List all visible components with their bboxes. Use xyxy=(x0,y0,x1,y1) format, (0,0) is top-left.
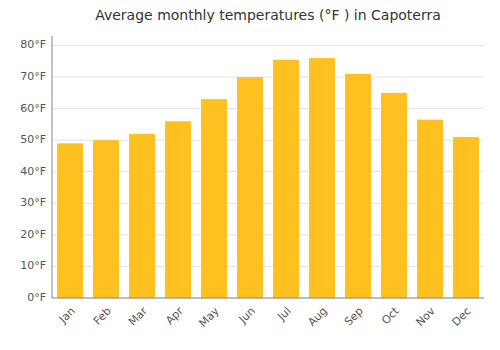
bar xyxy=(453,137,479,298)
y-tick-label: 80°F xyxy=(20,38,46,51)
bar xyxy=(273,60,299,298)
y-ticks: 0°F 10°F 20°F 30°F 40°F 50°F 60°F 70°F 80°F xyxy=(20,38,46,304)
y-tick-label: 0°F xyxy=(27,291,46,304)
x-axis-line xyxy=(52,298,484,299)
bar xyxy=(129,134,155,298)
bar xyxy=(381,93,407,298)
x-tick-label: Oct xyxy=(379,304,402,327)
chart: 0°F 10°F 20°F 30°F 40°F 50°F 60°F 70°F 80°F Jan Fe… xyxy=(0,0,500,350)
x-tick-label: May xyxy=(196,304,222,330)
y-tick-label: 30°F xyxy=(20,196,46,209)
x-tick-label: Jan xyxy=(56,305,78,327)
bar xyxy=(309,58,335,298)
grid-line xyxy=(52,77,484,78)
bar xyxy=(165,121,191,298)
bars xyxy=(57,58,479,298)
x-tick-label: Nov xyxy=(413,304,438,329)
bar xyxy=(57,143,83,298)
bar xyxy=(345,74,371,298)
x-tick-label: Aug xyxy=(305,305,329,329)
bar xyxy=(201,99,227,298)
y-tick-label: 50°F xyxy=(20,133,46,146)
grid xyxy=(52,45,484,298)
x-tick-label: Feb xyxy=(91,305,114,328)
grid-line xyxy=(52,298,484,299)
y-tick-label: 10°F xyxy=(20,259,46,272)
grid-line xyxy=(52,45,484,46)
bar xyxy=(237,77,263,298)
y-tick-label: 60°F xyxy=(20,102,46,115)
x-tick-label: Dec xyxy=(450,305,474,329)
y-tick-label: 20°F xyxy=(20,228,46,241)
bar xyxy=(93,140,119,298)
x-tick-label: Apr xyxy=(163,304,186,327)
y-axis-line xyxy=(52,36,53,298)
x-tick-label: Jun xyxy=(236,305,258,327)
y-tick-label: 40°F xyxy=(20,165,46,178)
x-ticks: Jan Feb Mar Apr May Jun Jul Aug Sep Oct Nov Dec xyxy=(56,304,474,330)
x-tick-label: Mar xyxy=(126,304,150,328)
grid-line xyxy=(52,108,484,109)
x-tick-label: Jul xyxy=(274,305,293,324)
bar xyxy=(417,120,443,298)
x-tick-label: Sep xyxy=(342,305,366,329)
title: Average monthly temperatures (°F ) in Ca… xyxy=(95,7,441,23)
y-tick-label: 70°F xyxy=(20,70,46,83)
chart-container: 0°F 10°F 20°F 30°F 40°F 50°F 60°F 70°F 80°F Jan Fe… xyxy=(0,0,500,350)
